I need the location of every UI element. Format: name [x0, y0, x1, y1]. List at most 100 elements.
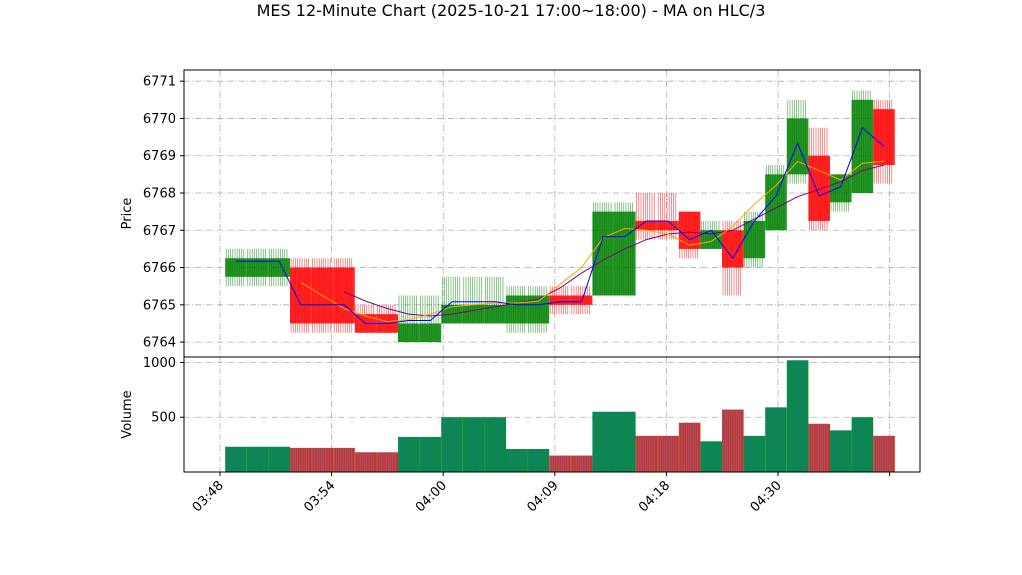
candle-body [614, 211, 636, 296]
candle-up [851, 90, 874, 193]
volume-axis-label: Volume [120, 390, 135, 438]
candle-body [830, 174, 852, 203]
volume-bar [549, 455, 571, 472]
volume-bar [635, 435, 658, 472]
volume-bar [830, 430, 852, 472]
candle-body [506, 295, 528, 324]
volume-bar [268, 446, 290, 472]
candle-down [657, 193, 679, 240]
candle-body [484, 304, 506, 324]
volume-bar [225, 446, 247, 472]
candle-up [419, 295, 442, 343]
candle-up [786, 99, 809, 184]
price-ytick-label: 6771 [143, 75, 176, 90]
volume-bar [614, 411, 636, 472]
candle-up [700, 220, 722, 249]
candle-body [765, 174, 787, 231]
price-axis-label: Price [120, 198, 135, 230]
candle-body [398, 323, 420, 343]
candle-up [398, 295, 420, 343]
volume-bar [462, 417, 485, 472]
candle-body [851, 99, 874, 193]
candle-up [592, 202, 614, 296]
candle-up [484, 276, 506, 324]
volume-bar [765, 407, 787, 472]
candle-up [441, 276, 463, 324]
volume-bar [333, 447, 355, 472]
volume-panel-frame [183, 356, 921, 473]
ma-slow-line [343, 164, 885, 317]
volume-bar [376, 452, 398, 472]
volume-bar [570, 455, 593, 472]
candle-body [225, 258, 247, 277]
candle-down [722, 220, 744, 296]
candle-body [592, 211, 614, 296]
ma-mid-line [300, 160, 885, 323]
price-ytick-label: 6769 [143, 149, 176, 164]
volume-bar [290, 447, 312, 472]
volume-bar [506, 449, 528, 472]
x-tick-label: 03:54 [301, 478, 338, 515]
candle-up [830, 174, 852, 212]
volume-bar [246, 446, 269, 472]
volume-bar [700, 441, 722, 472]
candle-body [635, 220, 658, 231]
candle-up [743, 211, 766, 268]
volume-bar [419, 436, 442, 472]
volume-bar [722, 409, 744, 472]
price-ytick-label: 6764 [143, 336, 176, 351]
volume-bar [873, 435, 895, 472]
candle-up [225, 248, 247, 287]
candle-body [722, 230, 744, 268]
price-ytick-label: 6766 [143, 261, 176, 276]
candle-body [290, 267, 312, 324]
candle-down [635, 193, 658, 240]
candle-down [873, 99, 895, 184]
candle-down [678, 211, 701, 259]
candle-up [506, 286, 528, 333]
candle-body [527, 295, 550, 324]
volume-bar [592, 411, 614, 472]
x-tick-label: 04:09 [525, 478, 562, 515]
volume-ytick-label: 500 [151, 411, 176, 426]
x-tick-label: 04:30 [748, 478, 785, 515]
candle-down [549, 286, 571, 315]
candle-body [549, 295, 571, 305]
volume-bar [743, 435, 766, 472]
chart-title: MES 12-Minute Chart (2025-10-21 17:00~18… [256, 1, 766, 20]
volume-bar [678, 422, 701, 472]
candle-body [570, 295, 593, 305]
ma-fast-line [236, 126, 885, 324]
volume-bar [354, 452, 377, 472]
x-tick-label: 04:00 [413, 478, 450, 515]
volume-bar [808, 423, 830, 472]
candle-body [462, 304, 485, 324]
volume-bar [527, 449, 550, 472]
volume-bar [311, 447, 334, 472]
price-ytick-label: 6768 [143, 187, 176, 202]
volume-bar [786, 360, 809, 472]
volume-bar [484, 417, 506, 472]
x-tick-label: 04:18 [636, 478, 673, 515]
candle-body [743, 220, 766, 259]
candle-body [657, 220, 679, 231]
candle-body [808, 155, 830, 221]
candle-down [354, 304, 377, 333]
candle-up [246, 248, 269, 287]
volume-ytick-label: 1000 [143, 356, 176, 371]
candle-down [570, 286, 593, 315]
candle-up [268, 248, 290, 287]
candle-body [700, 230, 722, 249]
volume-bar [851, 417, 874, 472]
volume-bar [441, 417, 463, 472]
candle-body [419, 323, 442, 343]
candle-body [246, 258, 269, 277]
candle-down [808, 127, 830, 231]
candle-up [765, 165, 787, 231]
candle-up [462, 276, 485, 324]
price-ytick-label: 6767 [143, 224, 176, 239]
candle-down [290, 258, 312, 333]
candle-up [527, 286, 550, 333]
volume-bar [657, 435, 679, 472]
